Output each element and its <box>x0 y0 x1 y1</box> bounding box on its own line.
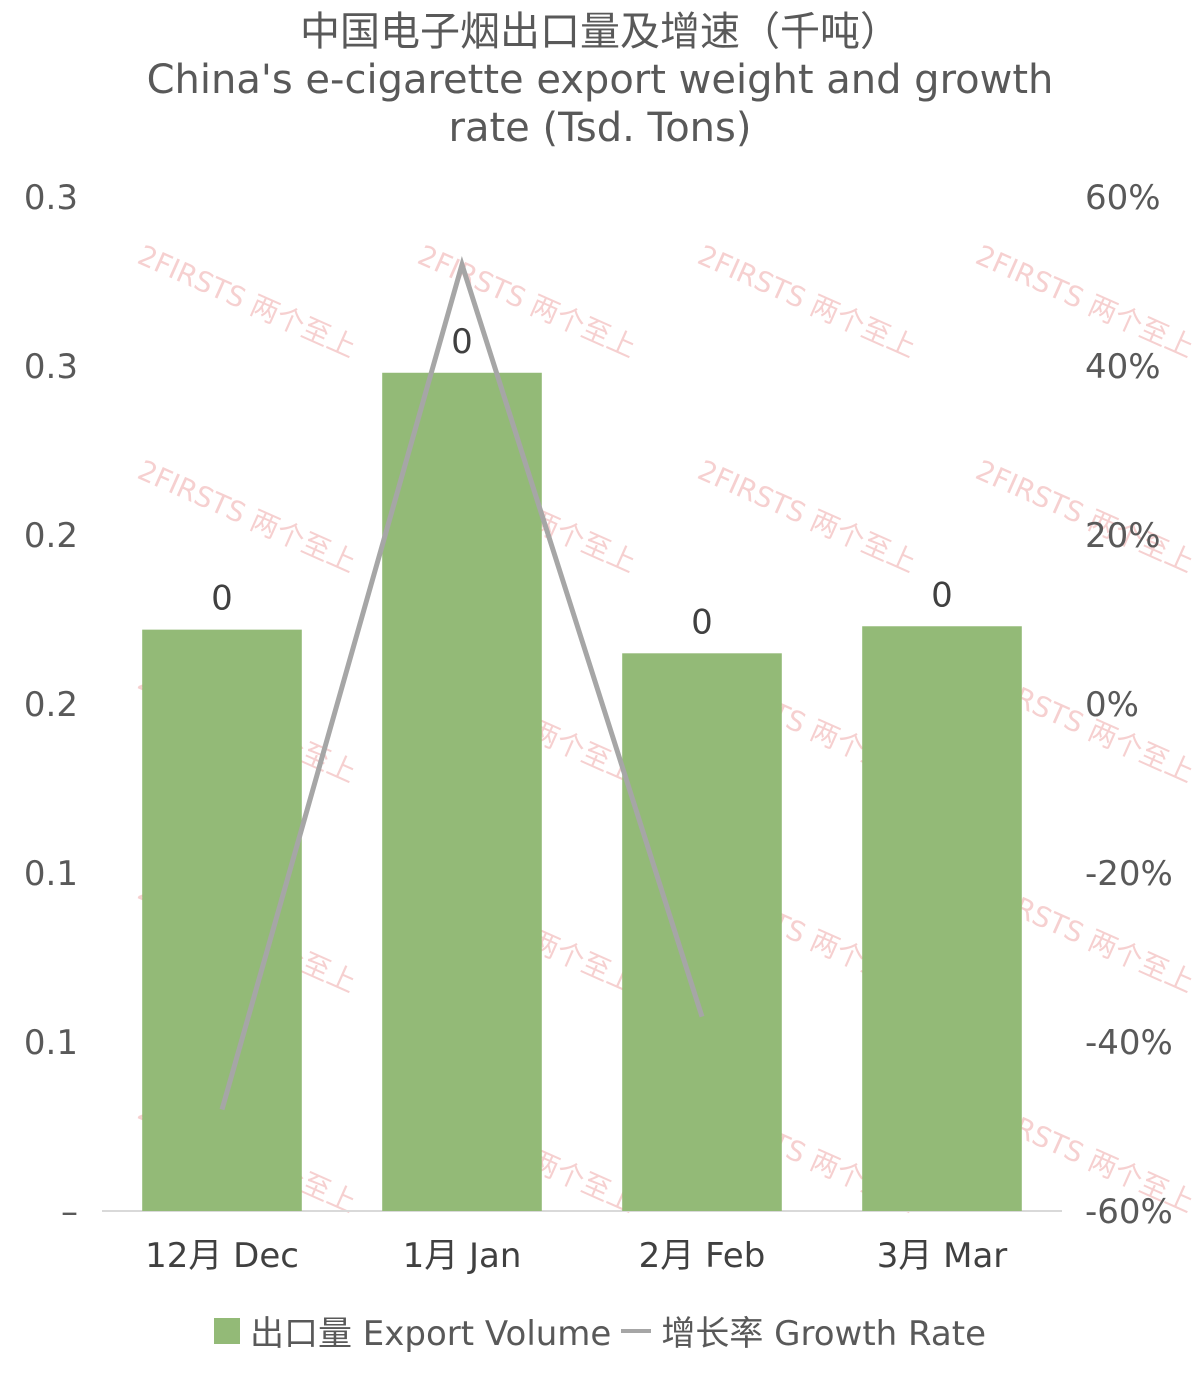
x-category-label: 2月 Feb <box>639 1236 766 1276</box>
bar-export-volume <box>622 653 782 1211</box>
y-left-tick-label: 0.2 <box>24 685 78 725</box>
bar-data-label: 0 <box>931 575 953 615</box>
y-left-tick-label: 0.1 <box>24 854 78 894</box>
y-left-tick-label: 0.1 <box>24 1023 78 1063</box>
title-line-english-2: rate (Tsd. Tons) <box>448 105 752 151</box>
x-category-label: 1月 Jan <box>403 1236 522 1276</box>
y-right-tick-label: 0% <box>1085 685 1139 725</box>
y-left-tick-label: 0.3 <box>24 347 78 387</box>
y-right-tick-label: 40% <box>1085 347 1161 387</box>
x-category-label: 12月 Dec <box>145 1236 299 1276</box>
legend-label-export-volume: 出口量 Export Volume <box>249 1314 612 1354</box>
bar-data-label: 0 <box>691 602 713 642</box>
line-growth-rate <box>219 255 705 1111</box>
chart-title: 中国电子烟出口量及增速（千吨） China's e-cigarette expo… <box>0 8 1200 152</box>
y-right-tick-label: 60% <box>1085 178 1161 218</box>
y-left-tick-label: – <box>61 1192 78 1232</box>
y-left-tick-label: 0.3 <box>24 178 78 218</box>
y-left-tick-label: 0.2 <box>24 516 78 556</box>
y-right-tick-label: -60% <box>1085 1192 1173 1232</box>
legend-item-growth-rate: 增长率 Growth Rate <box>621 1306 986 1355</box>
bar-export-volume <box>382 372 542 1211</box>
y-right-tick-label: 20% <box>1085 516 1161 556</box>
bar-data-label: 0 <box>211 579 233 619</box>
legend-bar-swatch <box>213 1317 240 1344</box>
title-line-chinese: 中国电子烟出口量及增速（千吨） <box>300 9 900 55</box>
x-category-label: 3月 Mar <box>877 1236 1008 1276</box>
legend-item-export-volume: 出口量 Export Volume <box>213 1306 612 1355</box>
y-right-tick-label: -40% <box>1085 1023 1173 1063</box>
legend-label-growth-rate: 增长率 Growth Rate <box>661 1314 987 1354</box>
bar-data-label: 0 <box>451 322 473 362</box>
legend-line-swatch <box>621 1328 652 1333</box>
y-right-tick-label: -20% <box>1085 854 1173 894</box>
title-line-english-1: China's e-cigarette export weight and gr… <box>146 57 1054 103</box>
bar-export-volume <box>862 626 1022 1211</box>
legend: 出口量 Export Volume 增长率 Growth Rate <box>0 1306 1200 1355</box>
